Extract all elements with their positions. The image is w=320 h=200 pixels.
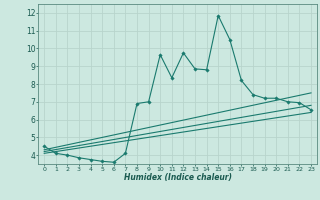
X-axis label: Humidex (Indice chaleur): Humidex (Indice chaleur) (124, 173, 232, 182)
